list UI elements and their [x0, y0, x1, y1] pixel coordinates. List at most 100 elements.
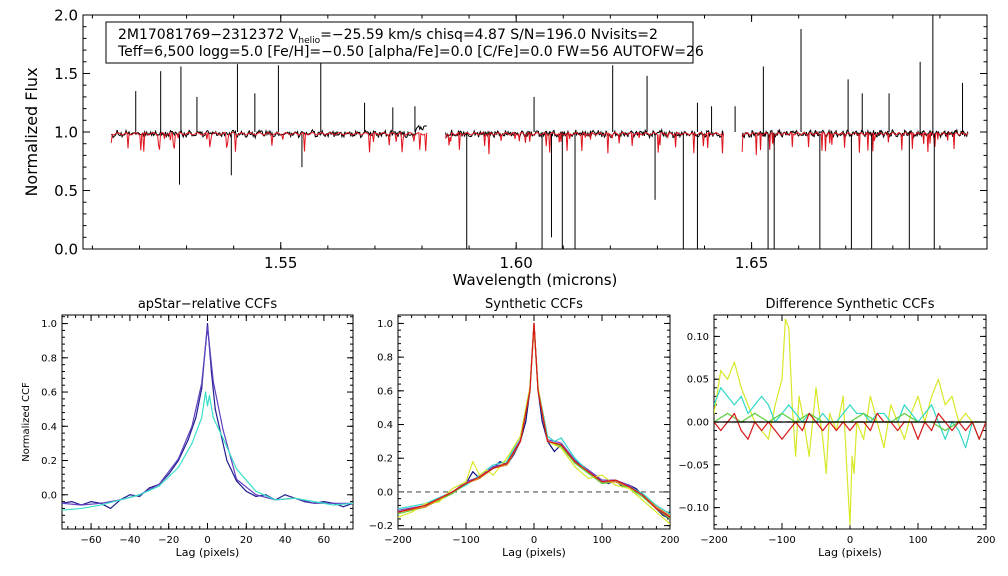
x-axis-label: Lag (pixels): [818, 546, 882, 559]
y-tick-label: 0.6: [41, 388, 57, 399]
data-point-red: [740, 429, 742, 432]
data-point-red: [720, 429, 722, 432]
panel-title: apStar−relative CCFs: [138, 297, 278, 312]
panel-title: Difference Synthetic CCFs: [765, 297, 934, 312]
info-velocity: =−25.59 km/s chisq=4.87 S/N=196.0 Nvisit…: [320, 27, 658, 43]
data-point-yellow: [863, 438, 865, 440]
y-tick-label: 0.5: [54, 182, 78, 200]
data-point-cyan: [761, 395, 763, 397]
series-line-red: [714, 412, 986, 440]
x-tick-label: −200: [700, 535, 727, 546]
difference-ccf-panel: −200 −100 0 100 200 −0.10 −0.05 0.00 0.05 0.10 Dif…: [678, 297, 995, 559]
series-line-visit-1: [62, 326, 353, 506]
y-tick-label: 0.2: [41, 456, 57, 467]
data-point-yellow: [655, 511, 658, 513]
data-point-visit-2: [119, 499, 121, 501]
spectrum-panel: 1.55 1.60 1.65 0.0 0.5 1.0 1.5 2.0 Wavelength (m…: [22, 6, 988, 289]
data-point-yellow: [965, 412, 967, 415]
data-point-cyan: [669, 513, 670, 515]
data-point-cyan: [795, 412, 797, 415]
data-point-red: [788, 429, 790, 432]
data-point-yellow: [740, 387, 742, 389]
data-point-red: [519, 440, 522, 442]
data-point-yellow: [628, 487, 630, 490]
legend-frame: [105, 21, 694, 64]
x-tick-label: 0: [847, 535, 853, 546]
data-point-green: [669, 518, 670, 520]
y-tick-label: 0.8: [41, 353, 57, 364]
data-point-red: [669, 516, 670, 518]
data-point-yellow: [822, 438, 824, 440]
y-tick-label: 0.00: [687, 418, 709, 429]
data-point-yellow: [903, 438, 906, 440]
data-point-visit-2: [80, 507, 82, 510]
data-point-visit-2: [158, 485, 160, 487]
data-point-combined: [284, 494, 286, 496]
data-point-navy: [499, 461, 501, 463]
data-point-yellow: [849, 524, 851, 526]
data-point-yellow: [788, 327, 790, 329]
data-point-red: [547, 440, 549, 442]
data-point-navy: [541, 420, 543, 422]
data-point-yellow: [951, 395, 953, 397]
data-point-navy: [662, 514, 664, 517]
data-point-combined: [148, 487, 150, 489]
x-tick-label: 100: [592, 535, 611, 546]
data-point-visit-2: [206, 405, 209, 407]
x-tick-label: 20: [240, 535, 253, 546]
data-point-yellow: [479, 474, 481, 476]
data-point-cyan: [642, 493, 644, 495]
data-point-cyan: [740, 395, 742, 397]
data-point-visit-1: [255, 494, 257, 496]
data-point-black: [714, 421, 715, 423]
data-point-red: [951, 429, 953, 432]
data-point-purple: [628, 484, 630, 486]
y-tick-label: 0.05: [687, 375, 709, 386]
data-point-red: [587, 471, 590, 473]
observed-spectrum-line: [110, 124, 427, 140]
data-point-orange: [655, 506, 658, 508]
data-point-red: [529, 390, 531, 392]
data-point-red: [628, 486, 630, 488]
x-tick-label: −40: [119, 535, 140, 546]
data-point-cyan: [727, 395, 729, 397]
data-point-purple: [574, 459, 576, 461]
data-point-navy: [635, 487, 637, 490]
y-tick-label: 0.10: [687, 332, 709, 343]
data-point-purple: [398, 509, 399, 512]
data-point-combined: [129, 494, 131, 496]
data-point-yellow: [808, 455, 810, 457]
data-point-purple: [601, 479, 603, 481]
series-line-yellow: [714, 318, 986, 526]
data-point-red: [424, 504, 426, 507]
info-line-1: 2M17081769−2312372 Vhelio=−25.59 km/s ch…: [118, 27, 658, 46]
data-point-red: [808, 412, 810, 415]
data-point-visit-2: [274, 499, 276, 501]
data-point-visit-1: [313, 502, 315, 504]
data-point-green: [781, 412, 783, 415]
data-point-combined: [214, 408, 216, 410]
data-point-green: [642, 496, 644, 498]
data-point-yellow: [883, 447, 885, 449]
data-point-red: [733, 412, 736, 415]
data-point-green: [560, 445, 562, 448]
y-tick-label: 2.0: [54, 6, 78, 24]
y-tick-label: 0.6: [377, 386, 393, 397]
data-point-yellow: [815, 387, 817, 389]
data-point-green: [574, 462, 576, 464]
data-point-yellow: [747, 404, 749, 406]
data-point-yellow: [890, 404, 892, 406]
data-point-visit-2: [208, 394, 211, 397]
data-point-navy: [553, 450, 556, 453]
data-point-combined: [255, 495, 257, 498]
data-point-combined: [139, 495, 141, 498]
data-point-cyan: [883, 412, 885, 415]
data-point-red: [849, 429, 851, 432]
data-point-green: [944, 429, 946, 432]
data-point-yellow: [642, 499, 644, 501]
data-point-yellow: [574, 466, 576, 468]
y-tick-label: 1.0: [41, 319, 57, 330]
x-tick-label: 200: [660, 535, 679, 546]
data-point-cyan: [720, 387, 722, 389]
data-point-red: [642, 494, 644, 496]
